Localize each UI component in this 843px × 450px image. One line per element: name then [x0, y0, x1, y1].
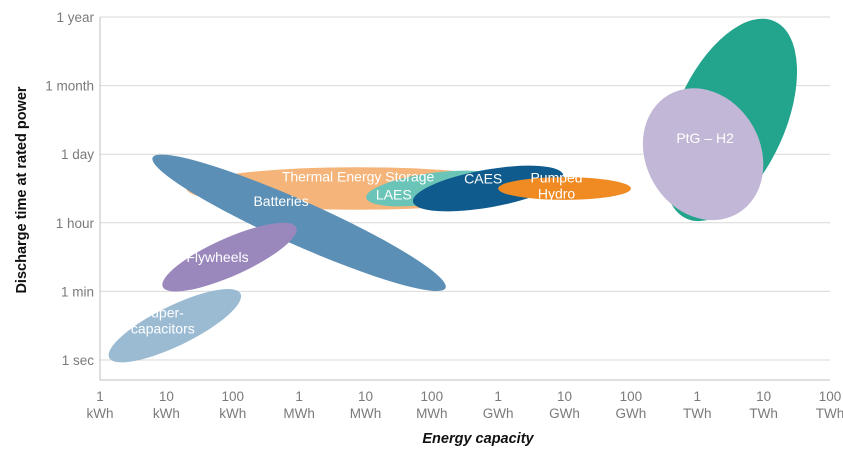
x-tick-value: 1: [494, 389, 502, 404]
y-tick-label: 1 year: [56, 10, 94, 25]
x-tick: 100 kWh: [219, 389, 246, 421]
x-tick-value: 100: [620, 389, 643, 404]
x-tick-unit: TWh: [749, 406, 778, 421]
x-tick-value: 1: [694, 389, 702, 404]
x-tick: 10 kWh: [153, 389, 180, 421]
x-tick: 1 TWh: [683, 389, 712, 421]
x-axis-title: Energy capacity: [422, 431, 534, 447]
region-label-caes: CAES: [464, 171, 502, 187]
region-label-super-capacitors: Super-capacitors: [131, 305, 195, 337]
x-tick-value: 100: [221, 389, 244, 404]
x-tick-value: 10: [557, 389, 572, 404]
region-pumped-hydro: [498, 177, 631, 200]
regions-layer: [108, 18, 798, 363]
region-label-flywheels: Flywheels: [186, 249, 248, 265]
x-tick-value: 1: [295, 389, 303, 404]
x-tick-value: 10: [358, 389, 373, 404]
x-tick: 100 MWh: [416, 389, 448, 421]
x-tick-value: 1: [96, 389, 104, 404]
x-tick-unit: TWh: [816, 406, 843, 421]
region-batteries: [152, 154, 446, 292]
x-tick-unit: GWh: [549, 406, 580, 421]
x-tick: 1 GWh: [483, 389, 514, 421]
x-tick-unit: MWh: [416, 406, 448, 421]
x-tick-unit: GWh: [483, 406, 514, 421]
y-tick-label: 1 sec: [62, 353, 95, 368]
x-tick-unit: TWh: [683, 406, 712, 421]
x-tick-unit: MWh: [350, 406, 382, 421]
region-labels-layer: Thermal Energy Storage Batteries Flywheels…: [131, 0, 756, 337]
x-tick-value: 100: [819, 389, 842, 404]
region-label-laes: LAES: [376, 187, 412, 203]
region-super-capacitors: [108, 289, 242, 363]
region-label-ptg-h2: PtG – H2: [676, 130, 734, 146]
region-ptg-h2: [642, 88, 764, 221]
x-tick-value: 10: [159, 389, 174, 404]
x-tick-value: 100: [421, 389, 444, 404]
region-label-ptg-sng: PtG – SNG: [685, 0, 755, 16]
x-tick: 10 MWh: [350, 389, 382, 421]
y-tick-label: 1 hour: [56, 216, 95, 231]
y-tick-label: 1 day: [61, 147, 94, 162]
x-tick: 100 GWh: [616, 389, 647, 421]
x-tick: 1 kWh: [87, 389, 114, 421]
x-tick: 10 GWh: [549, 389, 580, 421]
x-tick-unit: GWh: [616, 406, 647, 421]
region-label-pumped-hydro: Pumped Hydro: [530, 170, 582, 202]
y-axis-title: Discharge time at rated power: [14, 86, 30, 293]
x-tick: 10 TWh: [749, 389, 778, 421]
y-tick-label: 1 month: [45, 79, 94, 94]
region-label-thermal-energy-storage: Thermal Energy Storage: [282, 169, 435, 185]
x-tick-unit: kWh: [87, 406, 114, 421]
x-tick: 100 TWh: [816, 389, 843, 421]
region-caes: [412, 165, 564, 212]
x-tick-unit: MWh: [283, 406, 315, 421]
x-tick-unit: kWh: [219, 406, 246, 421]
x-tick-value: 10: [756, 389, 771, 404]
x-tick-unit: kWh: [153, 406, 180, 421]
region-label-batteries: Batteries: [253, 193, 308, 209]
y-tick-label: 1 min: [61, 284, 94, 299]
x-tick: 1 MWh: [283, 389, 315, 421]
region-flywheels: [162, 222, 297, 292]
